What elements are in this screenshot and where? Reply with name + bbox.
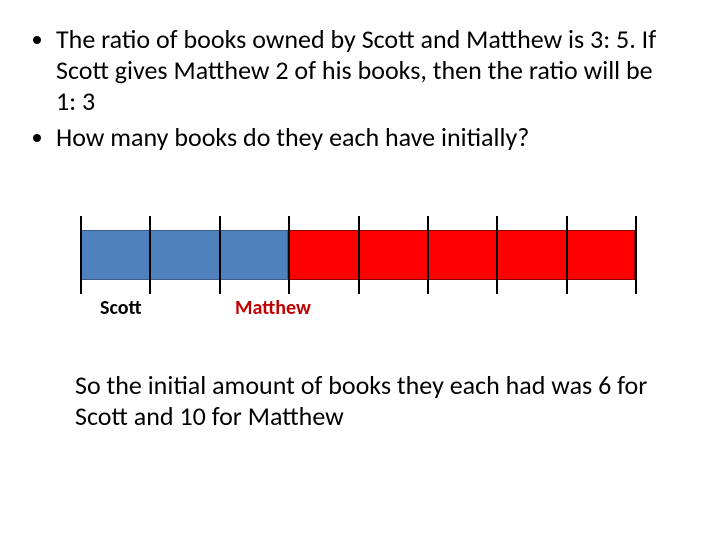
bullet-item-2: How many books do they each have initial… bbox=[56, 122, 670, 153]
bullet-item-1: The ratio of books owned by Scott and Ma… bbox=[56, 24, 670, 118]
bar-segment-scott bbox=[80, 230, 288, 280]
label-matthew: Matthew bbox=[235, 296, 311, 320]
label-scott: Scott bbox=[100, 296, 142, 320]
bar-segment-matthew bbox=[288, 230, 635, 280]
bullet-list: The ratio of books owned by Scott and Ma… bbox=[30, 24, 670, 157]
ratio-bar bbox=[80, 230, 635, 280]
slide: The ratio of books owned by Scott and Ma… bbox=[0, 0, 720, 540]
conclusion-text: So the initial amount of books they each… bbox=[75, 370, 655, 432]
tick-mark bbox=[635, 216, 637, 294]
ratio-bar-container bbox=[80, 230, 635, 280]
